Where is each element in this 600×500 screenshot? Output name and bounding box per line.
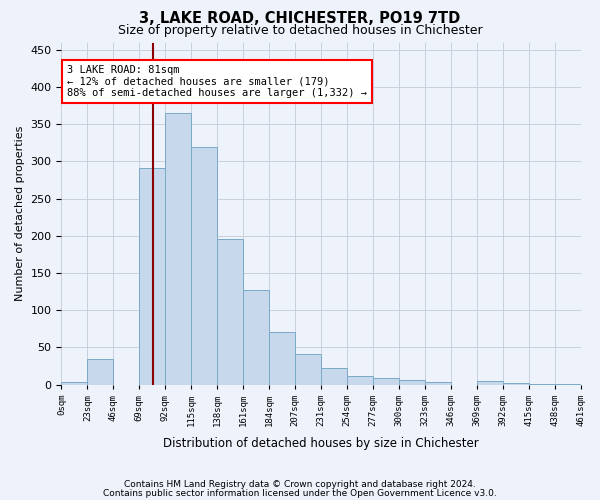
Text: Size of property relative to detached houses in Chichester: Size of property relative to detached ho… — [118, 24, 482, 37]
Text: Contains HM Land Registry data © Crown copyright and database right 2024.: Contains HM Land Registry data © Crown c… — [124, 480, 476, 489]
Text: 3 LAKE ROAD: 81sqm
← 12% of detached houses are smaller (179)
88% of semi-detach: 3 LAKE ROAD: 81sqm ← 12% of detached hou… — [67, 65, 367, 98]
Bar — [243, 290, 269, 384]
Bar — [165, 113, 191, 384]
Bar — [373, 378, 399, 384]
Bar — [321, 368, 347, 384]
Bar — [503, 383, 529, 384]
X-axis label: Distribution of detached houses by size in Chichester: Distribution of detached houses by size … — [163, 437, 479, 450]
Bar — [476, 381, 503, 384]
Bar — [347, 376, 373, 384]
Bar — [61, 382, 88, 384]
Bar — [88, 358, 113, 384]
Bar — [269, 332, 295, 384]
Y-axis label: Number of detached properties: Number of detached properties — [15, 126, 25, 301]
Bar — [191, 146, 217, 384]
Bar — [399, 380, 425, 384]
Bar — [139, 168, 165, 384]
Text: 3, LAKE ROAD, CHICHESTER, PO19 7TD: 3, LAKE ROAD, CHICHESTER, PO19 7TD — [139, 11, 461, 26]
Text: Contains public sector information licensed under the Open Government Licence v3: Contains public sector information licen… — [103, 488, 497, 498]
Bar — [217, 239, 243, 384]
Bar — [425, 382, 451, 384]
Bar — [295, 354, 321, 384]
